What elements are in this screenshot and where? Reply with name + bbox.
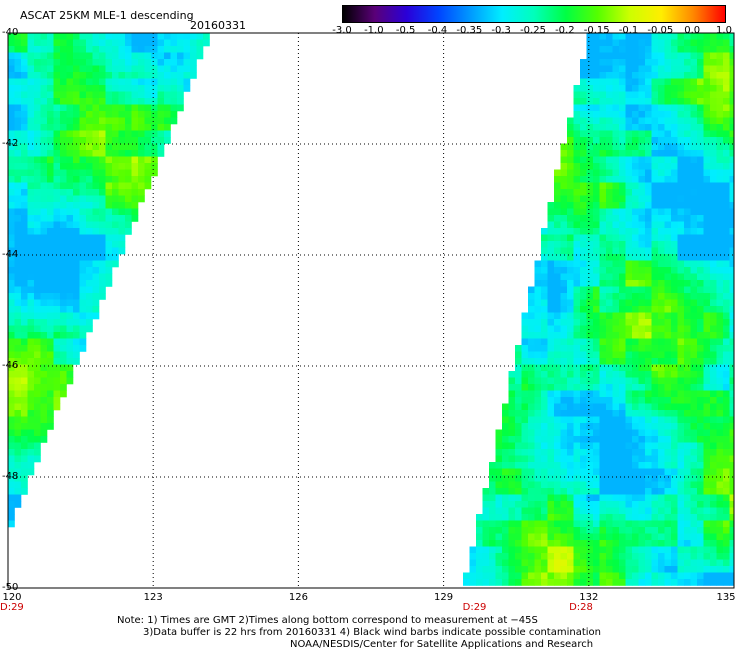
colorbar-tick-label: -0.35 bbox=[456, 25, 483, 36]
colorbar-tick-label: -0.3 bbox=[491, 25, 511, 36]
note-line-3: NOAA/NESDIS/Center for Satellite Applica… bbox=[290, 639, 594, 650]
west-swath bbox=[8, 33, 210, 528]
colorbar-tick-label: -3.0 bbox=[332, 25, 352, 36]
chart-date: 20160331 bbox=[190, 19, 246, 32]
colorbar-tick-label: 0.0 bbox=[684, 25, 701, 36]
colorbar-tick-label: -0.05 bbox=[647, 25, 674, 36]
colorbar-tick-label: -0.25 bbox=[520, 25, 546, 36]
colorbar-tick-label: -0.1 bbox=[618, 25, 639, 36]
lon-tick-label: 129 bbox=[434, 592, 454, 603]
colorbar-tick-label: -0.2 bbox=[555, 25, 575, 36]
east-swath bbox=[463, 33, 734, 586]
colorbar bbox=[342, 5, 726, 23]
lon-tick-label: 135 bbox=[716, 592, 736, 603]
plot-frame bbox=[7, 32, 735, 589]
time-label: D:29 bbox=[0, 602, 24, 613]
colorbar-tick-label: -0.5 bbox=[395, 25, 416, 36]
lat-tick-label: -48 bbox=[2, 471, 19, 482]
lon-tick-label: 123 bbox=[143, 592, 163, 603]
colorbar-tick-label: -1.0 bbox=[364, 25, 384, 36]
lon-tick-label: 132 bbox=[579, 592, 599, 603]
colorbar-tick-label: 1.0 bbox=[716, 25, 732, 36]
lat-tick-label: -42 bbox=[2, 138, 19, 149]
time-label: D:29 bbox=[462, 602, 487, 613]
lon-tick-label: 126 bbox=[288, 592, 308, 603]
colorbar-gradient bbox=[343, 6, 725, 22]
time-label: D:28 bbox=[569, 602, 593, 613]
note-line-1: Note: 1) Times are GMT 2)Times along bot… bbox=[117, 615, 538, 626]
lon-tick-label: 120 bbox=[2, 592, 22, 603]
lat-tick-label: -50 bbox=[2, 582, 19, 593]
colorbar-tick-label: -0.15 bbox=[583, 25, 610, 36]
colorbar-tick-label: -0.4 bbox=[427, 25, 448, 36]
lat-tick-label: -40 bbox=[2, 27, 19, 38]
lat-tick-label: -44 bbox=[2, 249, 19, 260]
chart-title: ASCAT 25KM MLE-1 descending bbox=[20, 9, 194, 22]
lat-tick-label: -46 bbox=[2, 360, 19, 371]
note-line-2: 3)Data buffer is 22 hrs from 20160331 4)… bbox=[143, 627, 601, 638]
